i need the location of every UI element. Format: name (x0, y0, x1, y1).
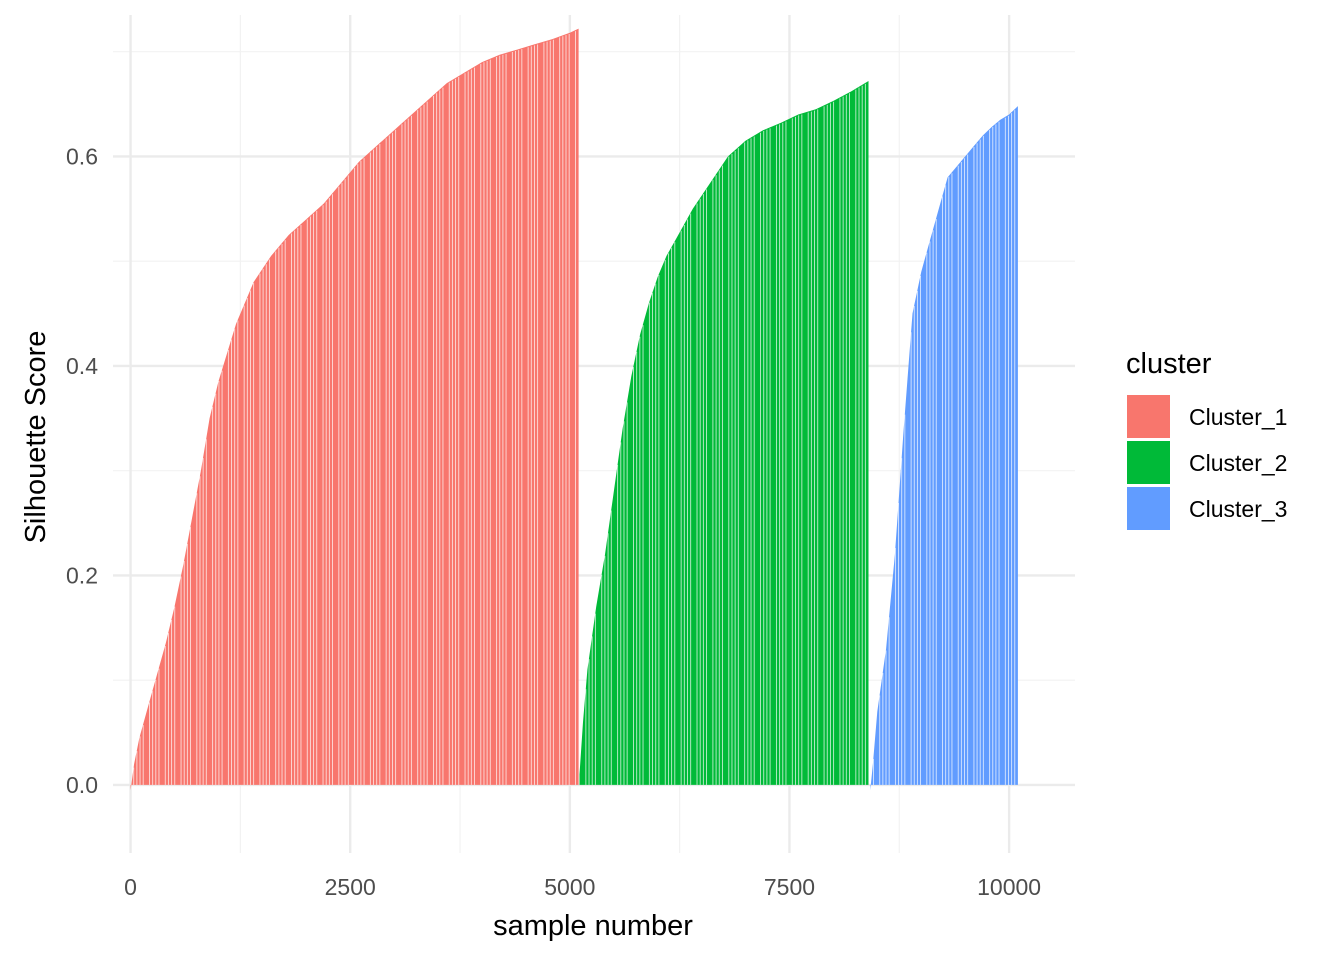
y-tick-label: 0.6 (66, 143, 98, 169)
x-tick-label: 10000 (977, 874, 1041, 900)
legend-label-cluster-1: Cluster_1 (1189, 404, 1287, 430)
legend-label-cluster-2: Cluster_2 (1189, 450, 1287, 476)
x-axis-ticks: 0 2500 5000 7500 10000 (124, 874, 1041, 900)
x-tick-label: 5000 (544, 874, 595, 900)
legend-swatch-cluster-1 (1127, 395, 1170, 438)
legend: cluster Cluster_1 Cluster_2 Cluster_3 (1126, 348, 1287, 530)
y-tick-label: 0.0 (66, 772, 98, 798)
x-tick-label: 0 (124, 874, 137, 900)
x-tick-label: 2500 (325, 874, 376, 900)
legend-swatch-cluster-3 (1127, 487, 1170, 530)
legend-title: cluster (1126, 348, 1212, 380)
cluster-2-bars (579, 81, 869, 785)
y-tick-label: 0.2 (66, 562, 98, 588)
legend-label-cluster-3: Cluster_3 (1189, 496, 1287, 522)
bar-group (130, 28, 1018, 791)
cluster-3-bars (870, 106, 1018, 791)
x-tick-label: 7500 (764, 874, 815, 900)
legend-swatch-cluster-2 (1127, 441, 1170, 484)
x-axis-title: sample number (493, 910, 693, 942)
y-axis-ticks: 0.0 0.2 0.4 0.6 (66, 143, 98, 798)
y-axis-title: Silhouette Score (20, 331, 52, 544)
bar-separators (133, 31, 1016, 785)
y-tick-label: 0.4 (66, 353, 98, 379)
